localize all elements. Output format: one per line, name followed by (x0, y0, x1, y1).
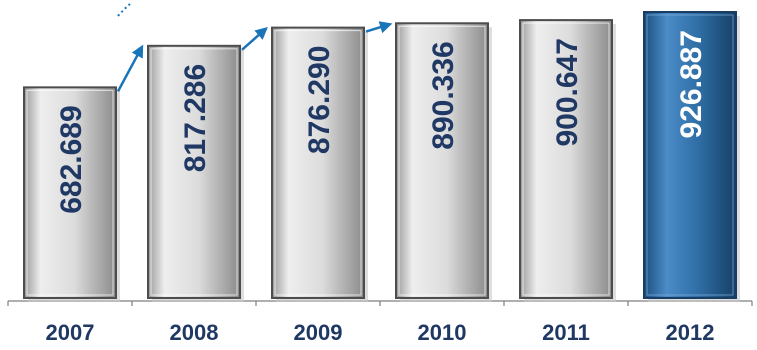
bar-value-label: 682.689 (55, 105, 88, 213)
bar-bevel (522, 22, 610, 296)
growth-arrow (116, 44, 144, 92)
bar-value-label: 900.647 (551, 38, 584, 146)
top-decoration (117, 3, 131, 17)
x-axis-labels: 2007 2008 2009 2010 2011 2012 (46, 320, 715, 345)
bar-bevel (274, 30, 362, 296)
bar-2007 (23, 86, 117, 299)
x-axis-ticks (7, 301, 753, 306)
bar-2011 (519, 19, 613, 299)
x-tick-label: 2007 (46, 320, 95, 345)
bar-value-label: 890.336 (427, 41, 460, 149)
x-tick-label: 2010 (418, 320, 467, 345)
x-tick-label: 2012 (666, 320, 715, 345)
bar-bevel (398, 25, 486, 296)
bar-value-label: 926.887 (675, 30, 708, 138)
dotted-arc-decoration (117, 3, 131, 17)
bars-group: 682.689 817.286 876.290 890.336 900.647 926.8… (23, 11, 740, 303)
bar-2012 (643, 11, 737, 299)
growth-arrow (241, 26, 268, 51)
x-tick-label: 2009 (294, 320, 343, 345)
growth-arrow (365, 21, 393, 34)
x-tick-label: 2008 (170, 320, 219, 345)
bar-bevel (646, 14, 734, 296)
growth-arrows (116, 21, 393, 92)
bar-bevel (26, 89, 114, 296)
bar-2008 (147, 44, 241, 300)
bar-2009 (271, 26, 365, 300)
bar-value-label: 876.290 (303, 46, 336, 154)
bar-value-label: 817.286 (179, 64, 212, 172)
x-tick-label: 2011 (542, 320, 590, 345)
bar-bevel (150, 48, 238, 296)
bar-2010 (395, 22, 489, 299)
